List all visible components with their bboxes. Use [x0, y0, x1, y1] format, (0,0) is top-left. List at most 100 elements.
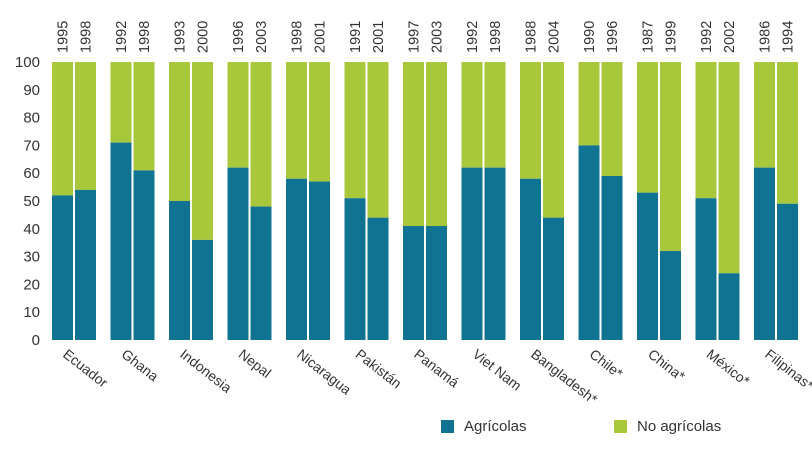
legend-swatch-agricolas: [441, 419, 454, 433]
bar-no-agricolas: [426, 62, 447, 227]
bar-no-agricolas: [461, 62, 483, 168]
country-label: Filipinas*: [762, 346, 812, 394]
y-tick-label: 20: [23, 276, 40, 293]
year-label: 2001: [313, 21, 329, 53]
country-label: Pakistán: [353, 346, 405, 392]
y-tick-label: 50: [23, 193, 40, 210]
bar-agricolas: [601, 175, 623, 340]
bar-agricolas: [695, 198, 717, 340]
year-label: 2001: [371, 21, 387, 53]
bar-no-agricolas: [192, 62, 213, 240]
year-label: 2002: [722, 21, 738, 53]
year-label: 1993: [173, 21, 189, 53]
y-tick-label: 70: [23, 137, 40, 154]
year-label: 1987: [641, 21, 657, 53]
bar-agricolas: [367, 217, 389, 340]
bar-no-agricolas: [110, 62, 132, 143]
bar-agricolas: [637, 192, 658, 340]
bar-agricolas: [426, 226, 447, 340]
year-label: 1999: [664, 21, 680, 53]
bar-agricolas: [75, 189, 96, 340]
bar-no-agricolas: [543, 62, 564, 218]
year-label: 1992: [114, 21, 130, 53]
year-label: 1996: [605, 21, 621, 53]
country-label: México*: [704, 346, 754, 390]
country-label: Viet Nam: [470, 346, 525, 394]
bar-no-agricolas: [309, 62, 330, 182]
y-tick-label: 0: [32, 332, 40, 349]
bar-agricolas: [169, 201, 190, 340]
year-label: 1998: [488, 21, 504, 53]
year-label: 1998: [79, 21, 95, 53]
year-label: 1992: [699, 21, 715, 53]
bar-agricolas: [52, 195, 73, 340]
year-label: 1986: [758, 21, 774, 53]
year-label: 1998: [290, 21, 306, 53]
bar-agricolas: [110, 142, 132, 340]
year-label: 1988: [524, 21, 540, 53]
country-label: Panamá: [411, 346, 462, 391]
year-label: 2000: [196, 21, 212, 53]
bar-no-agricolas: [718, 62, 740, 274]
year-label: 1995: [56, 21, 72, 53]
bar-no-agricolas: [520, 62, 541, 179]
bar-agricolas: [403, 226, 424, 340]
y-tick-label: 100: [15, 54, 40, 71]
bar-no-agricolas: [286, 62, 307, 179]
legend-no-agricolas: No agrícolas: [614, 416, 721, 436]
bar-agricolas: [543, 217, 564, 340]
y-tick-label: 10: [23, 304, 40, 321]
y-tick-label: 40: [23, 221, 40, 238]
bar-no-agricolas: [169, 62, 190, 201]
bar-no-agricolas: [367, 62, 389, 218]
bar-no-agricolas: [344, 62, 366, 199]
bar-no-agricolas: [75, 62, 96, 190]
bar-agricolas: [754, 167, 775, 340]
bar-no-agricolas: [578, 62, 600, 146]
legend-agricolas: Agrícolas: [441, 416, 527, 436]
country-label: Chile*: [587, 346, 627, 382]
bar-no-agricolas: [754, 62, 775, 168]
bar-no-agricolas: [777, 62, 798, 204]
bar-agricolas: [133, 170, 155, 340]
legend-label-no-agricolas: No agrícolas: [637, 417, 722, 435]
year-label: 2003: [430, 21, 446, 53]
bar-no-agricolas: [660, 62, 681, 252]
year-label: 1997: [407, 21, 423, 53]
bar-no-agricolas: [484, 62, 506, 168]
bar-agricolas: [578, 145, 600, 340]
bar-no-agricolas: [403, 62, 424, 227]
legend-swatch-no-agricolas: [614, 419, 627, 433]
year-label: 1991: [348, 21, 364, 53]
country-label: China*: [645, 346, 688, 385]
bar-no-agricolas: [227, 62, 249, 168]
bar-no-agricolas: [52, 62, 73, 196]
y-tick-label: 90: [23, 82, 40, 99]
bar-agricolas: [777, 203, 798, 340]
bar-agricolas: [461, 167, 483, 340]
bar-agricolas: [520, 178, 541, 340]
bar-agricolas: [192, 239, 213, 340]
bar-no-agricolas: [601, 62, 623, 176]
y-tick-label: 30: [23, 249, 40, 266]
country-label: Ghana: [119, 346, 162, 385]
country-label: Indonesia: [177, 346, 235, 396]
year-label: 2004: [547, 21, 563, 53]
bar-agricolas: [286, 178, 307, 340]
year-label: 1990: [582, 21, 598, 53]
year-label: 1994: [781, 21, 797, 53]
bar-agricolas: [344, 198, 366, 340]
year-label: 1996: [231, 21, 247, 53]
legend-label-agricolas: Agrícolas: [464, 417, 527, 435]
bar-agricolas: [718, 273, 740, 340]
y-tick-label: 80: [23, 110, 40, 127]
bar-no-agricolas: [133, 62, 155, 171]
country-label: Nepal: [236, 346, 275, 381]
bar-agricolas: [250, 206, 272, 340]
bar-no-agricolas: [250, 62, 272, 207]
bar-agricolas: [309, 181, 330, 340]
bar-no-agricolas: [637, 62, 658, 193]
bar-agricolas: [227, 167, 249, 340]
year-label: 1992: [465, 21, 481, 53]
